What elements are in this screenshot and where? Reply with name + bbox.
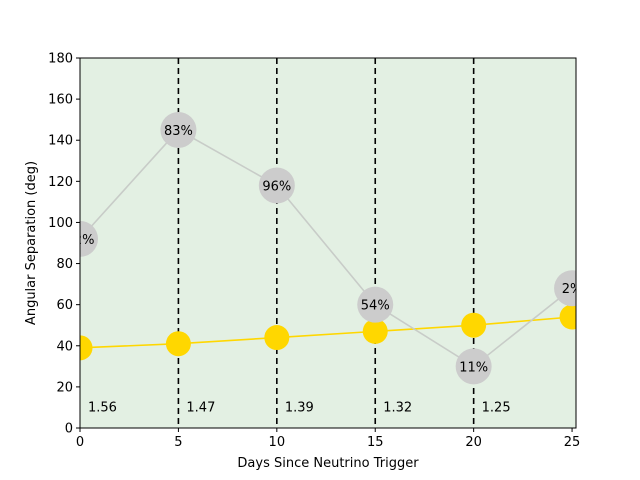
x-axis-label: Days Since Neutrino Trigger bbox=[237, 456, 419, 471]
x-tick-label: 0 bbox=[76, 435, 84, 450]
y-tick-label: 60 bbox=[56, 298, 73, 313]
data-point bbox=[559, 304, 576, 330]
series-line bbox=[80, 316, 573, 349]
data-point bbox=[264, 325, 290, 351]
data-point bbox=[80, 220, 98, 257]
y-axis-label: Angular Separation (deg) bbox=[24, 161, 39, 325]
y-tick-label: 80 bbox=[56, 257, 73, 272]
y-tick-label: 100 bbox=[48, 216, 73, 231]
y-tick-label: 40 bbox=[56, 339, 73, 354]
point-label: 54% bbox=[361, 299, 390, 314]
data-point bbox=[455, 348, 492, 385]
y-tick-label: 120 bbox=[48, 175, 73, 190]
data-point bbox=[461, 312, 487, 338]
data-point bbox=[165, 331, 191, 357]
data-point bbox=[80, 335, 93, 361]
y-tick-label: 140 bbox=[48, 134, 73, 149]
y-axis-ticks: 0 20 40 60 80 100 120 140 160 180 bbox=[48, 52, 80, 437]
annotation-label: 1.47 bbox=[186, 400, 215, 415]
series-layer: 32% 83% 96% 54% 11% 2% bbox=[66, 111, 583, 385]
x-tick-label: 5 bbox=[174, 435, 182, 450]
x-tick-label: 25 bbox=[564, 435, 581, 450]
annotation-label: 1.56 bbox=[88, 400, 117, 415]
x-tick-label: 15 bbox=[367, 435, 384, 450]
data-point bbox=[357, 286, 394, 323]
y-tick-label: 160 bbox=[48, 93, 73, 108]
y-tick-label: 20 bbox=[56, 380, 73, 395]
data-point bbox=[554, 270, 576, 307]
point-label: 96% bbox=[262, 179, 291, 194]
point-label: 11% bbox=[459, 360, 488, 375]
x-axis-ticks: 0 5 10 15 20 25 bbox=[76, 428, 580, 450]
plot-background bbox=[80, 58, 576, 428]
y-tick-label: 0 bbox=[65, 422, 73, 437]
plot-frame bbox=[79, 57, 577, 429]
annotation-label: 1.32 bbox=[383, 400, 412, 415]
y-tick-label: 180 bbox=[48, 52, 73, 67]
series-line bbox=[80, 128, 573, 368]
data-point bbox=[258, 167, 295, 204]
annotation-label: 1.25 bbox=[482, 400, 511, 415]
annotation-label: 1.39 bbox=[285, 400, 314, 415]
data-point bbox=[160, 111, 197, 148]
point-label: 32% bbox=[66, 233, 95, 248]
point-label: 83% bbox=[164, 124, 193, 139]
x-tick-label: 10 bbox=[269, 435, 286, 450]
annotations: 1.56 1.47 1.39 1.32 1.25 bbox=[88, 400, 511, 415]
point-label: 2% bbox=[562, 282, 583, 297]
x-tick-label: 20 bbox=[465, 435, 482, 450]
data-point bbox=[362, 318, 388, 344]
